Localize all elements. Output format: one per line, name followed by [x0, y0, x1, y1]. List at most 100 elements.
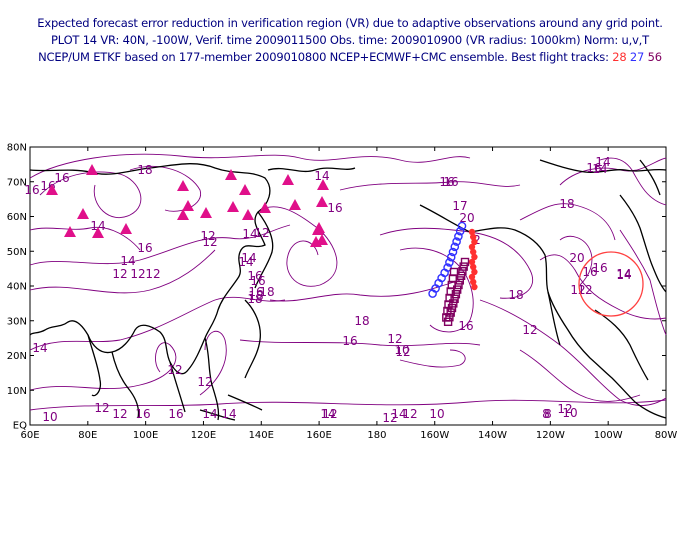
observation-triangle: [177, 209, 189, 220]
track-28-point: [471, 283, 478, 291]
longitude-label: 160E: [306, 430, 331, 441]
track-27-point: [455, 226, 465, 236]
contour-label: 18: [137, 163, 152, 177]
contour-label: 16: [137, 241, 152, 255]
contour-label: 10: [562, 406, 577, 420]
track-28-point: [468, 243, 476, 251]
observation-triangle: [313, 222, 325, 233]
contour-label: 12: [200, 229, 215, 243]
contour-label: 12: [167, 363, 182, 377]
longitude-label: 160W: [420, 430, 449, 441]
observation-triangle: [200, 207, 212, 218]
observation-triangle: [225, 169, 237, 180]
contour-label: 16: [592, 261, 607, 275]
track-28-point: [470, 248, 477, 256]
contour-label: 12: [202, 235, 217, 249]
contour-lines: [29, 153, 667, 411]
contour-label: 16: [248, 285, 263, 299]
observation-triangle: [120, 223, 132, 234]
contour-label: 14: [616, 267, 631, 281]
observation-triangle: [316, 196, 328, 207]
track-27-point: [457, 221, 467, 231]
latitude-label: 30N: [7, 316, 27, 327]
observation-triangle: [282, 174, 294, 185]
contour-label: 12: [395, 345, 410, 359]
latitude-label: 60N: [7, 212, 27, 223]
track-28-label: 28: [612, 50, 627, 64]
observation-triangle: [317, 179, 329, 190]
longitude-label: 140E: [249, 430, 274, 441]
track-28-point: [470, 263, 477, 271]
contour-label: 12: [387, 332, 402, 346]
contour-label: 12: [130, 267, 145, 281]
contour-label: 16: [247, 269, 262, 283]
contour-label: 10: [429, 407, 444, 421]
contour-label: 10: [42, 410, 57, 424]
track-28-point: [471, 253, 478, 261]
track-27-point: [450, 242, 460, 252]
contour-label: 8: [544, 407, 552, 421]
contour-label: 12: [254, 226, 269, 240]
contour-label: 16: [582, 265, 597, 279]
track-27-label: 27: [629, 50, 645, 64]
track-56-point: [442, 313, 451, 322]
track-28-point: [471, 238, 478, 246]
verification-region-circle: [578, 251, 644, 317]
contour-label: 16: [342, 334, 357, 348]
longitude-ticks: [29, 147, 667, 425]
contour-label: 16: [24, 183, 39, 197]
observation-triangle: [177, 180, 189, 191]
latitude-label: 10N: [7, 386, 27, 397]
track-27-point: [446, 252, 456, 262]
contour-label: 12: [522, 323, 537, 337]
observation-triangle: [77, 208, 89, 219]
latitude-label: 80N: [7, 143, 27, 154]
contour-label: 14: [595, 155, 610, 169]
contour-label: 10: [394, 343, 409, 357]
observation-triangle: [227, 201, 239, 212]
latitude-ticks: [30, 146, 666, 426]
longitude-label: 120E: [191, 430, 216, 441]
contour-label: 14: [320, 407, 335, 421]
longitude-label: 80E: [78, 430, 97, 441]
flight-track-27: [428, 221, 467, 298]
track-27-point: [448, 247, 458, 257]
contour-label: 14: [120, 254, 135, 268]
track-56-label: 56: [647, 50, 662, 64]
contour-label: 18: [559, 197, 574, 211]
contour-label: 16: [458, 319, 473, 333]
contour-label: 2: [473, 233, 481, 247]
contour-label: 18: [248, 289, 263, 303]
flight-track-56: [442, 257, 470, 326]
title-line-3-text: NCEP/UM ETKF based on 177-member 2009010…: [38, 50, 609, 64]
observation-triangle: [239, 184, 251, 195]
contour-label: 16: [250, 274, 265, 288]
longitude-label: 100E: [133, 430, 158, 441]
contour-label: 14: [32, 341, 47, 355]
contour-label: 16: [439, 175, 454, 189]
contour-label: 18: [247, 292, 262, 306]
contour-label: 12: [322, 407, 337, 421]
track-27-point: [454, 232, 463, 241]
contour-label: 12: [577, 283, 592, 297]
contour-label: 16: [327, 201, 342, 215]
contour-label: 18: [354, 314, 369, 328]
contour-label: 14: [202, 407, 217, 421]
longitude-labels: 60E 80E 100E 120E 140E 160E 180 160W 140W 120W 100…: [20, 430, 677, 441]
contour-label: 14: [391, 407, 406, 421]
observation-sites: [46, 164, 329, 247]
contour-label: 12: [145, 267, 160, 281]
contour-label: 14: [242, 227, 257, 241]
track-56-point: [459, 262, 468, 271]
coastlines: [29, 159, 667, 421]
observation-triangle: [86, 164, 98, 175]
contour-label: 12: [402, 407, 417, 421]
contour-label: 16: [135, 407, 150, 421]
latitude-label: 50N: [7, 247, 27, 258]
contour-label: 14: [241, 251, 256, 265]
contour-label: 14: [592, 162, 607, 176]
longitude-label: 100W: [594, 430, 623, 441]
observation-triangle: [310, 236, 322, 247]
contour-label: 12: [197, 375, 212, 389]
